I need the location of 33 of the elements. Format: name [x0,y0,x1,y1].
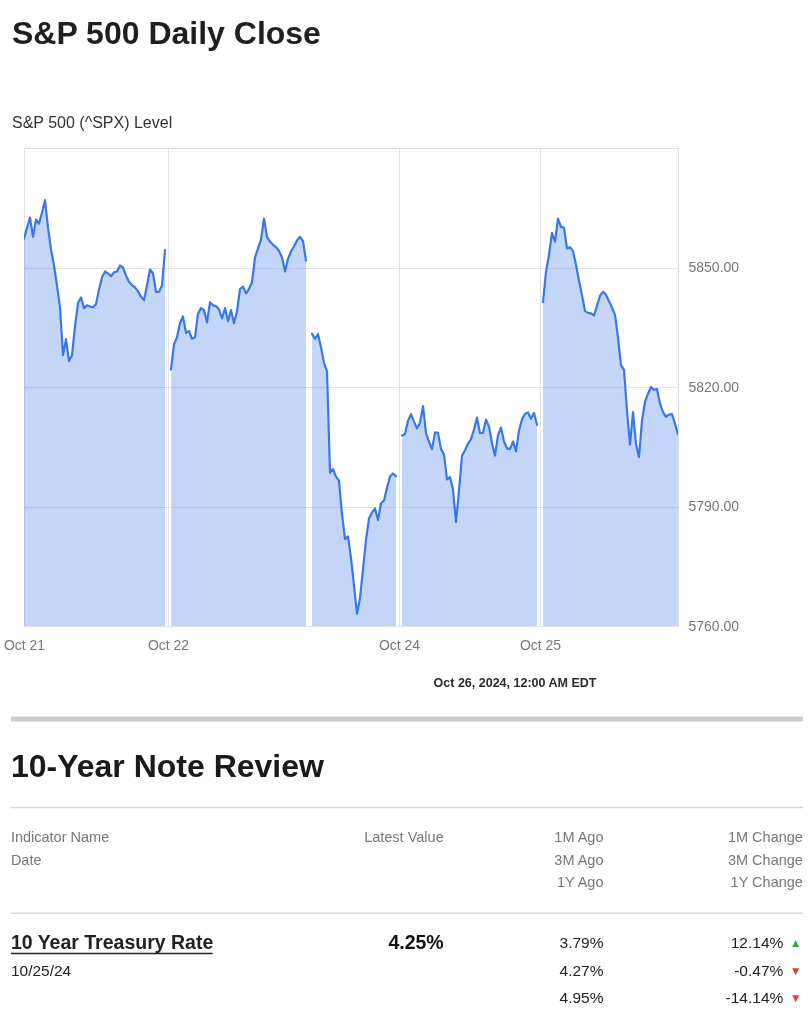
text: 4.27% [559,961,604,979]
text: 10-Year Note Review [10,748,325,785]
text: 3M Change [727,851,803,868]
text: ▲ [789,935,802,950]
x-tick-label: Oct 21 [3,636,46,653]
y-tick-label: 5850.00 [688,259,740,275]
text: -0.47% [734,961,784,979]
text: Latest Value [364,828,444,845]
y-tick-label: 5790.00 [688,498,740,514]
text: 4.95% [559,988,604,1006]
x-tick-label: Oct 22 [147,636,190,653]
chart-subtitle: S&P 500 (^SPX) Level [12,114,173,131]
text: 4.25% [388,930,444,953]
text: 12.14% [730,933,784,951]
x-tick-label: Oct 25 [519,636,562,653]
text: ▼ [789,963,802,978]
y-tick-label: 5820.00 [688,378,740,395]
text: 10 Year Treasury Rate [10,930,214,953]
text: 3M Ago [554,851,604,868]
text: Indicator Name [10,828,110,845]
text: ▼ [789,990,802,1005]
chart-title: S&P 500 Daily Close [12,15,321,51]
text: 1Y Change [730,874,803,891]
text: Date [10,851,42,868]
x-tick-label: Oct 24 [378,636,421,653]
text: -14.14% [725,988,784,1006]
text: 3.79% [559,933,604,951]
text: Oct 26, 2024, 12:00 AM EDT [433,675,597,690]
text: 10/25/24 [10,961,72,979]
text: 1Y Ago [556,874,604,891]
text: 1M Ago [554,828,604,845]
text: 1M Change [727,828,803,845]
y-tick-label: 5760.00 [688,617,740,634]
